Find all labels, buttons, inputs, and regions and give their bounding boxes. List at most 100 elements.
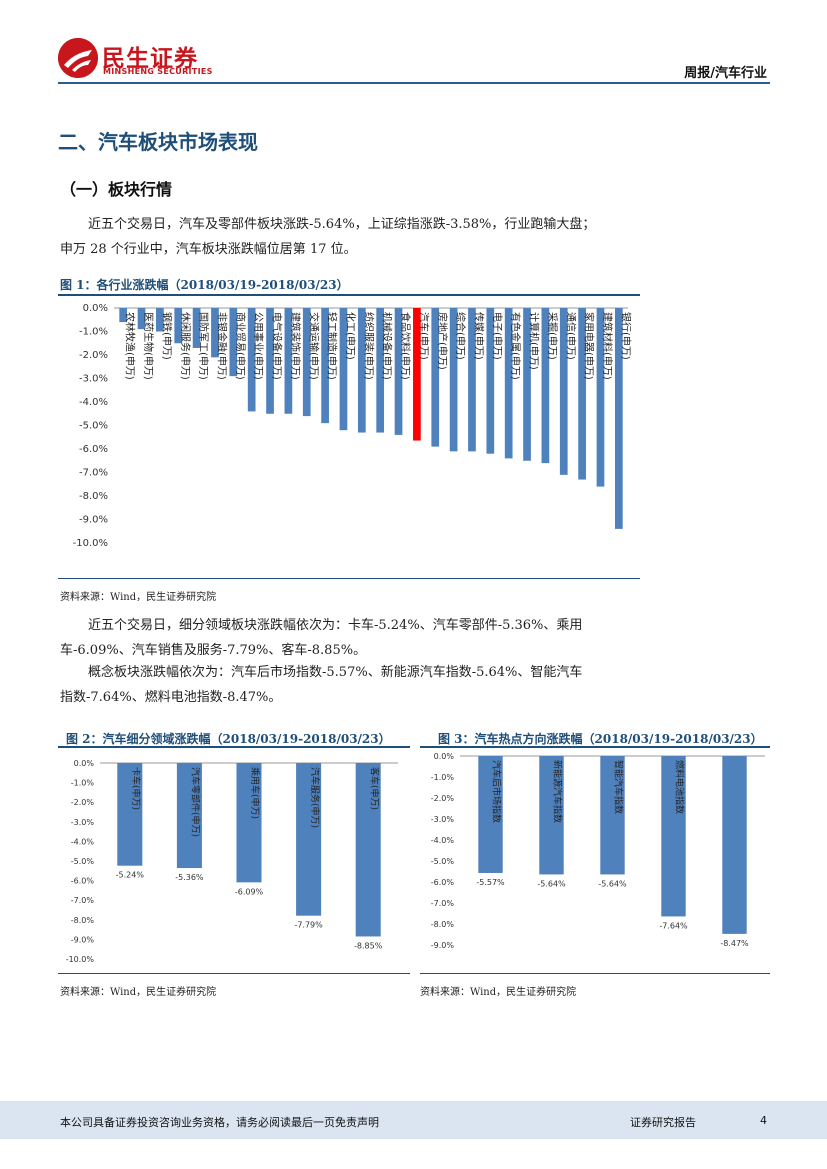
y-tick-label: -8.0% [79,491,108,502]
figure-3-source: 资料来源：Wind，民生证券研究院 [420,987,577,998]
bar [137,308,146,330]
category-label: 有色金属(申万) [509,312,522,380]
bar [236,763,262,883]
data-label: -5.36% [175,873,204,882]
logo-mark-icon [58,38,98,78]
header-category: 周报/汽车行业 [684,66,767,81]
y-tick-label: -2.0% [79,350,108,361]
bar [355,763,381,937]
category-label: 电气设备(申万) [271,312,284,380]
paragraph-subsector: 近五个交易日，细分领域板块涨跌幅依次为：卡车-5.24%、汽车零部件-5.36%… [60,613,772,663]
category-label: 汽车服务(申万) [309,767,321,828]
data-label: -6.09% [235,887,264,896]
y-tick-label: -9.0% [431,941,455,950]
category-label: 房地产(申万) [436,312,449,370]
category-label: 通信(申万) [564,312,577,360]
category-label: 新能源汽车指数 [552,760,564,823]
y-tick-label: -9.0% [71,935,95,944]
figure-1-source: 资料来源：Wind，民生证券研究院 [60,592,217,603]
category-label: 轻工制造(申万) [326,312,339,380]
bar [661,756,686,917]
bar [266,308,274,414]
bar [357,308,366,433]
y-tick-label: -5.0% [71,857,95,866]
y-tick-label: -4.0% [71,837,95,846]
data-label: -8.47% [720,939,749,948]
category-label: 家用电器(申万) [583,312,596,380]
y-tick-label: 0.0% [434,752,455,761]
bar [117,763,143,866]
category-label: 汽车(申万) [417,312,430,360]
bar [174,308,183,344]
paragraph-line: 车-6.09%、汽车销售及服务-7.79%、客车-8.85%。 [60,643,367,658]
figure-2-rule [58,746,410,748]
bar [284,308,293,414]
bar [413,308,421,441]
category-label: 汽车后市场指数 [491,760,503,823]
y-tick-label: -2.0% [431,794,455,803]
subsection-title: （一）板块行情 [60,180,173,199]
paragraph-market-summary: 近五个交易日，汽车及零部件板块涨跌-5.64%，上证综指涨跌-3.58%，行业跑… [60,212,772,262]
logo-text-en: MINSHENG SECURITIES [103,67,213,76]
y-tick-label: -10.0% [73,538,108,549]
category-label: 交通运输(申万) [307,312,320,380]
bar [296,763,322,916]
bar [119,308,128,323]
figure-3-bottom-rule [420,973,770,974]
y-tick-label: -2.0% [71,798,95,807]
data-label: -8.85% [354,941,383,950]
data-label: -5.57% [476,878,505,887]
bar [449,308,458,452]
bar [156,308,164,332]
bar [229,308,238,377]
y-tick-label: -3.0% [71,818,95,827]
figure-1-rule [58,294,640,296]
section-title: 二、汽车板块市场表现 [58,130,258,154]
y-tick-label: -3.0% [79,374,108,385]
bar [504,308,513,459]
bar [523,308,531,461]
bar [468,308,476,452]
y-tick-label: -7.0% [79,468,108,479]
category-label: 商业贸易(申万) [234,312,247,380]
category-label: 国防军工(申万) [197,312,210,380]
subsector-returns-chart: 0.0% -1.0% -2.0% -3.0% -4.0% -5.0% -6.0% -7.0% -… [66,759,398,964]
y-tick-label: -7.0% [431,899,455,908]
y-tick-label: 0.0% [74,759,95,768]
bar [339,308,348,431]
figure-2-title: 图 2：汽车细分领域涨跌幅（2018/03/19-2018/03/23） [66,732,391,746]
category-label: 建筑装饰(申万) [289,312,302,380]
paragraph-line: 近五个交易日，细分领域板块涨跌幅依次为：卡车-5.24%、汽车零部件-5.36%… [88,618,583,633]
paragraph-line: 申万 28 个行业中，汽车板块涨跌幅位居第 17 位。 [60,242,357,257]
category-label: 燃料电池指数 [674,760,686,814]
bar [541,308,550,464]
y-tick-label: -6.0% [79,444,108,455]
bar [486,308,495,454]
category-label: 卡车(申万) [130,767,142,810]
y-tick-label: -3.0% [431,815,455,824]
minsheng-logo: 民生证券 MINSHENG SECURITIES [58,38,218,84]
y-tick-label: -8.0% [431,920,455,929]
footer-disclaimer: 本公司具备证券投资咨询业务资格，请务必阅读最后一页免责声明 [60,1116,379,1129]
y-tick-label: -4.0% [431,836,455,845]
paragraph-line: 概念板块涨跌幅依次为：汽车后市场指数-5.57%、新能源汽车指数-5.64%、智… [88,665,583,680]
data-label: -5.64% [598,879,627,888]
paragraph-line: 近五个交易日，汽车及零部件板块涨跌-5.64%，上证综指涨跌-3.58%，行业跑… [88,217,596,232]
category-label: 化工(申万) [344,312,357,360]
category-label: 非银金融(申万) [215,312,228,380]
bar [211,308,219,358]
data-label: -7.64% [659,921,688,930]
y-tick-label: -1.0% [431,773,455,782]
category-label: 乘用车(申万) [249,767,261,819]
bar [539,756,564,875]
figure-1-bottom-rule [58,578,640,579]
data-label: -5.24% [116,871,145,880]
figure-3-title: 图 3：汽车热点方向涨跌幅（2018/03/19-2018/03/23） [438,732,763,746]
category-label: 综合(申万) [454,312,467,360]
page-number: 4 [760,1114,767,1127]
category-label: 钢铁(申万) [160,312,173,360]
bar [559,308,568,475]
header-divider [58,82,770,84]
hotspot-returns-chart: 0.0% -1.0% -2.0% -3.0% -4.0% -5.0% -6.0% -7.0% -… [431,752,765,950]
figure-1-title: 图 1：各行业涨跌幅（2018/03/19-2018/03/23） [60,278,349,292]
